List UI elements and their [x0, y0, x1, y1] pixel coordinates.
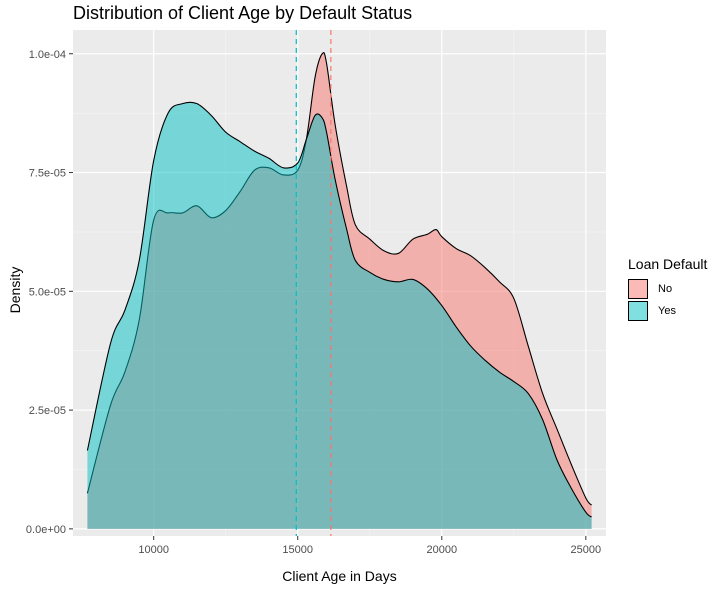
legend: Loan Default No Yes [628, 256, 707, 322]
density-area-yes [87, 102, 592, 529]
x-axis-label: Client Age in Days [282, 568, 397, 584]
legend-label-yes: Yes [658, 305, 676, 317]
y-tick-label: 2.5e-05 [29, 405, 66, 417]
y-tick-label: 5.0e-05 [29, 286, 66, 298]
y-axis-ticks: 0.0e+00 2.5e-05 5.0e-05 7.5e-05 1.0e-04 [26, 49, 73, 536]
legend-item-yes: Yes [628, 300, 707, 322]
mean-lines [295, 30, 332, 536]
y-tick-label: 1.0e-04 [29, 49, 66, 61]
x-tick-label: 20000 [426, 544, 457, 556]
x-tick-label: 15000 [282, 544, 313, 556]
x-tick-label: 10000 [138, 544, 169, 556]
density-curve-yes [86, 101, 592, 518]
legend-title: Loan Default [628, 256, 708, 272]
x-tick-label: 25000 [571, 544, 602, 556]
y-tick-label: 0.0e+00 [26, 524, 66, 536]
chart-title: Distribution of Client Age by Default St… [73, 3, 413, 23]
legend-key-yes [628, 301, 648, 321]
x-axis-ticks: 10000 15000 20000 25000 [138, 536, 601, 556]
y-tick-label: 7.5e-05 [29, 168, 66, 180]
legend-item-no: No [628, 278, 707, 300]
legend-key-no [628, 279, 648, 299]
density-areas [86, 52, 593, 529]
legend-label-no: No [658, 283, 673, 295]
